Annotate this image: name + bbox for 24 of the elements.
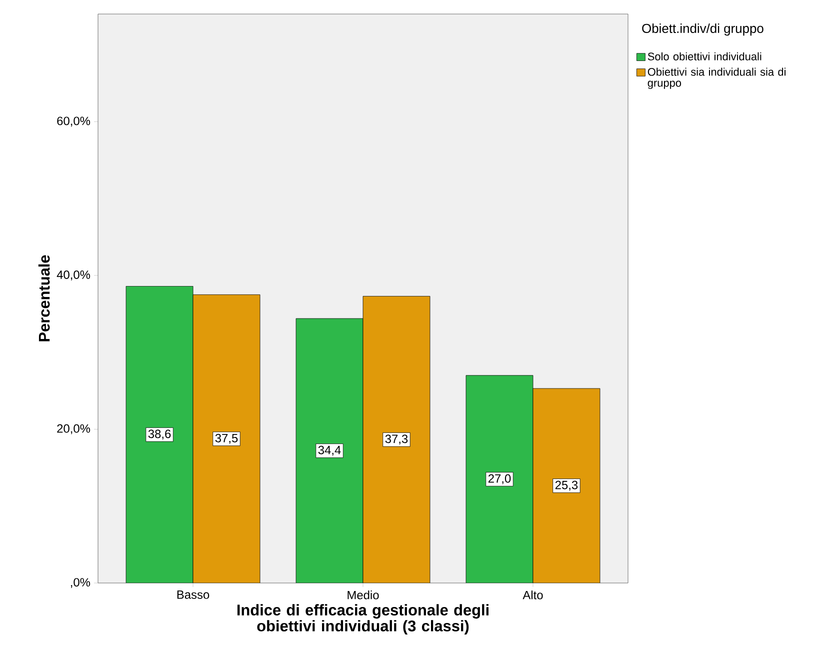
legend-title: Obiett.indiv/di gruppo: [642, 24, 764, 36]
data-label: 37,3: [385, 434, 408, 445]
y-axis-title: Percentuale: [38, 255, 50, 342]
bar: [296, 318, 364, 583]
data-label: 27,0: [488, 474, 511, 484]
bar: [363, 296, 430, 583]
bar: [192, 294, 260, 583]
bar: [532, 388, 600, 583]
x-tick-label: Alto: [522, 590, 543, 600]
x-tick-label: Medio: [348, 590, 379, 600]
data-label: 34,4: [318, 446, 341, 456]
y-tick-label: ,0%: [70, 578, 90, 588]
bar: [466, 375, 534, 583]
data-label: 38,6: [148, 430, 171, 440]
data-label: 37,5: [215, 434, 238, 444]
y-tick-label: 60,0%: [57, 116, 90, 127]
legend-label: Obiettivi sia individuali sia di gruppo: [648, 68, 786, 89]
data-label: 25,3: [555, 480, 578, 491]
x-axis-title: Indice di efficacia gestionale degli obiettivi individuali (3 classi): [237, 604, 488, 634]
y-tick-label: 40,0%: [56, 270, 90, 280]
legend-label: Solo obiettivi individuali: [648, 52, 762, 60]
x-tick-label: Basso: [177, 590, 210, 599]
y-tick-label: 20,0%: [57, 424, 90, 434]
bar: [126, 286, 194, 583]
